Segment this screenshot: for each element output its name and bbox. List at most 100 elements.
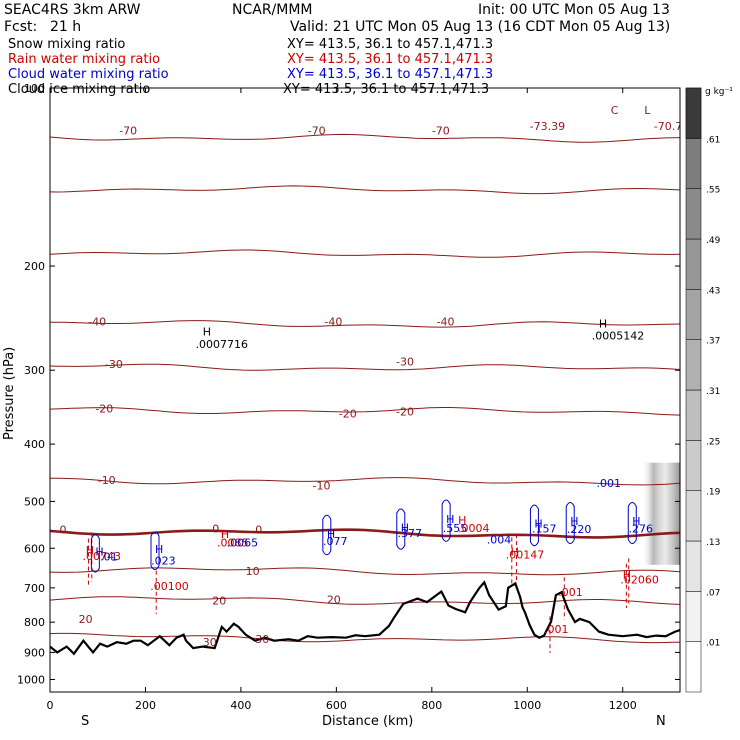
max-value-label: .00743 [82,550,121,563]
plot-frame [49,87,681,693]
isotherm-label: -20 [396,405,414,418]
max-marker: H [534,518,542,531]
isotherm-0 [50,528,680,539]
fcst-value: 21 h [50,19,81,35]
max-value-label: .01 [100,551,118,564]
colorbar-top-swatch [685,87,702,139]
max-value-label: .00147 [506,549,544,562]
y-tick-label: 600 [24,542,45,555]
max-value-label: .555 [443,522,468,535]
x-tick-label: 1000 [513,699,541,712]
cloud-water-contour [150,531,160,571]
colorbar-swatch [685,188,702,240]
max-marker: H [570,515,578,528]
isotherm-label: -20 [95,402,113,415]
isotherm-10 [50,567,680,576]
y-axis-label: Pressure (hPa) [2,347,17,440]
isotherm-label: 20 [327,593,341,606]
x-tick-label: 1200 [609,699,637,712]
field-name-rain: Rain water mixing ratio [8,52,160,67]
cloud-water-contour [322,514,332,556]
field-name-cloud-ice: Cloud ice mixing ratio [8,82,150,97]
colorbar-label: .19 [706,488,721,498]
snow-shading [641,462,680,565]
max-value-label: .276 [628,523,653,536]
isotherm--40 [50,320,680,328]
isotherm-label: -30 [396,355,414,368]
colorbar-swatch [685,289,702,340]
y-tick-label: 800 [24,616,45,629]
max-value-label: .077 [323,535,348,548]
center-title: NCAR/MMM [232,2,313,18]
x-tick-label: 800 [421,699,442,712]
colorbar-swatch [685,641,702,693]
colorbar-swatch [685,238,702,290]
y-tick-label: 900 [24,646,45,659]
isotherm-20 [50,596,680,605]
field-xy-rain: XY= 413.5, 36.1 to 457.1,471.3 [287,52,493,67]
max-marker: H [95,546,103,559]
colorbar-swatch [685,389,702,441]
x-axis-label: Distance (km) [322,714,413,729]
colorbar-label: .43 [706,286,720,296]
y-tick-label: 700 [24,582,45,595]
isotherm-label: L [644,104,651,117]
isotherm-30 [50,632,680,644]
max-marker: H [86,544,94,557]
colorbar-swatch [685,540,702,592]
isotherm-label: -73.39 [530,120,565,133]
max-value-label: .004 [487,534,512,547]
colorbar-label: .37 [706,337,720,347]
field-xy-cloud-water: XY= 413.5, 36.1 to 457.1,471.3 [287,67,493,82]
colorbar-label: .49 [706,236,721,246]
isotherm-label: -10 [98,474,116,487]
isotherm-label: -20 [339,407,357,420]
isotherm-label: -70 [432,125,450,138]
max-marker: H [446,513,454,526]
isotherm-label: -70 [308,125,326,138]
isotherm-label: 20 [79,613,93,626]
y-tick-label: 300 [24,364,45,377]
isotherm-label: -40 [324,315,342,328]
colorbar-swatch [685,339,702,391]
isotherm-label: -30 [105,358,123,371]
y-tick-label: 100 [24,82,45,95]
isotherm--60 [50,185,680,195]
south-label: S [81,714,89,729]
field-name-snow: Snow mixing ratio [8,37,125,52]
max-value-label: .0085 [217,537,249,550]
isotherm--10 [50,477,680,486]
max-value-label: .377 [397,527,422,540]
max-marker: H [632,515,640,528]
cloud-water-contour [90,534,100,573]
max-value-label: .0065 [227,537,259,550]
isotherm-label: 0 [255,524,262,537]
max-value-label: .0004 [458,522,490,535]
isotherm-label: C [611,104,619,117]
isotherm-label: 30 [255,633,269,646]
max-value-label: .023 [151,554,176,567]
max-value-label: .02060 [620,573,659,586]
fcst-label: Fcst: [4,19,37,35]
field-xy-cloud-ice: XY= 413.5, 36.1 to 457.1,471.3 [283,82,489,97]
isotherm--30 [50,363,680,371]
colorbar-unit: g kg⁻¹ [705,87,733,97]
x-tick-label: 400 [230,699,251,712]
max-marker: H [401,521,409,534]
max-marker: H [458,514,466,527]
y-tick-label: 1000 [17,673,45,686]
max-marker: H [155,543,163,556]
isotherm--20 [50,407,680,416]
colorbar-label: .01 [706,639,720,649]
x-tick-label: 600 [326,699,347,712]
isotherm-label: 30 [203,636,217,649]
terrain-line [50,580,680,656]
colorbar-label: .25 [706,437,720,447]
plot-area: -70 -70 -70 -73.39 -70.73 -40 -40 -40 -30 -30 -20 -… [50,104,680,656]
colorbar-label: .07 [706,588,720,598]
max-value-label: .001 [544,623,569,636]
cloud-water-contour [441,499,451,542]
colorbar-label: .61 [706,135,720,145]
